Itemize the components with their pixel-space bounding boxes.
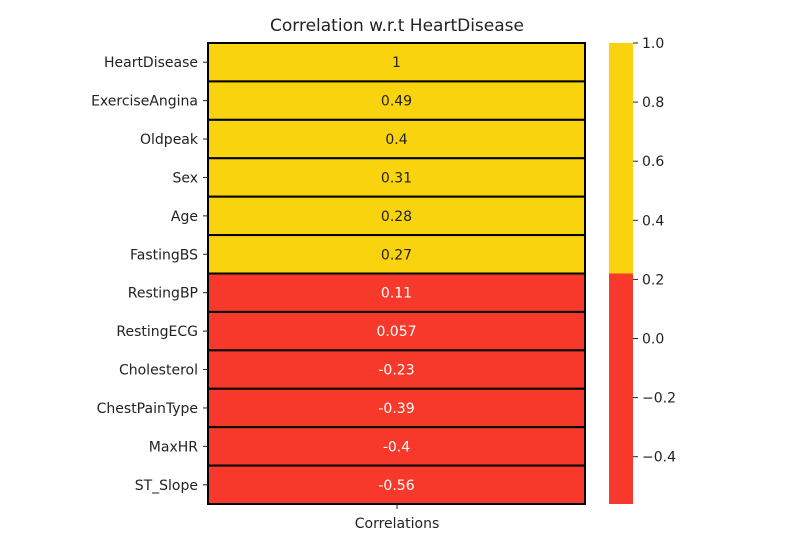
heatmap-cell: [207, 426, 586, 467]
cell-value-label: -0.23: [378, 363, 414, 379]
colorbar-segment: [609, 273, 633, 504]
row-label: ChestPainType: [97, 401, 198, 417]
cell-value-label: 0.28: [381, 209, 412, 225]
cell-value-label: 0.31: [381, 170, 412, 186]
cell-value-label: 0.49: [381, 94, 412, 110]
colorbar-tick-label: −0.4: [642, 450, 676, 466]
colorbar-tick-label: 1.0: [642, 36, 664, 52]
row-label: RestingBP: [128, 286, 198, 302]
colorbar-tick-label: 0.6: [642, 154, 664, 170]
row-label: Oldpeak: [140, 132, 199, 148]
row-label: Age: [171, 209, 198, 225]
row-label: RestingECG: [116, 324, 198, 340]
row-label: MaxHR: [149, 439, 198, 455]
colorbar-tick-label: 0.8: [642, 95, 664, 111]
colorbar-tick-label: 0.0: [642, 332, 664, 348]
colorbar-segment: [609, 43, 633, 274]
row-labels: HeartDisease ExerciseAngina Oldpeak Sex Age F…: [91, 55, 208, 494]
cell-value-label: 0.4: [385, 132, 407, 148]
colorbar-tick-label: 0.4: [642, 213, 664, 229]
heatmap-cell: [207, 464, 586, 506]
row-label: Sex: [172, 170, 198, 186]
cell-value-label: 1: [392, 55, 401, 71]
cell-value-label: 0.11: [381, 286, 412, 302]
x-tick-label: Correlations: [355, 516, 440, 532]
colorbar: 1.0 0.8 0.6 0.4 0.2 0.0 −0.2 −0.4: [609, 36, 676, 504]
cell-value-label: 0.057: [376, 324, 416, 340]
row-label: FastingBS: [130, 247, 198, 263]
heatmap-cell: [207, 80, 586, 121]
cell-value-label: -0.56: [378, 478, 414, 494]
colorbar-tick-label: −0.2: [642, 391, 676, 407]
cell-value-label: -0.4: [383, 439, 410, 455]
colorbar-tick-label: 0.2: [642, 272, 664, 288]
x-axis: Correlations: [355, 504, 440, 532]
cell-value-label: -0.39: [378, 401, 414, 417]
heatmap-cell: [207, 157, 586, 198]
row-label: ST_Slope: [135, 478, 198, 494]
chart-title: Correlation w.r.t HeartDisease: [270, 16, 524, 36]
heatmap-cells: 1 0.49 0.4 0.31 0.28 0.27 0.11 0.057 -0.23 -0.39 -…: [207, 42, 586, 506]
row-label: Cholesterol: [119, 363, 198, 379]
row-label: HeartDisease: [104, 55, 198, 71]
row-label: ExerciseAngina: [91, 94, 198, 110]
cell-value-label: 0.27: [381, 247, 412, 263]
